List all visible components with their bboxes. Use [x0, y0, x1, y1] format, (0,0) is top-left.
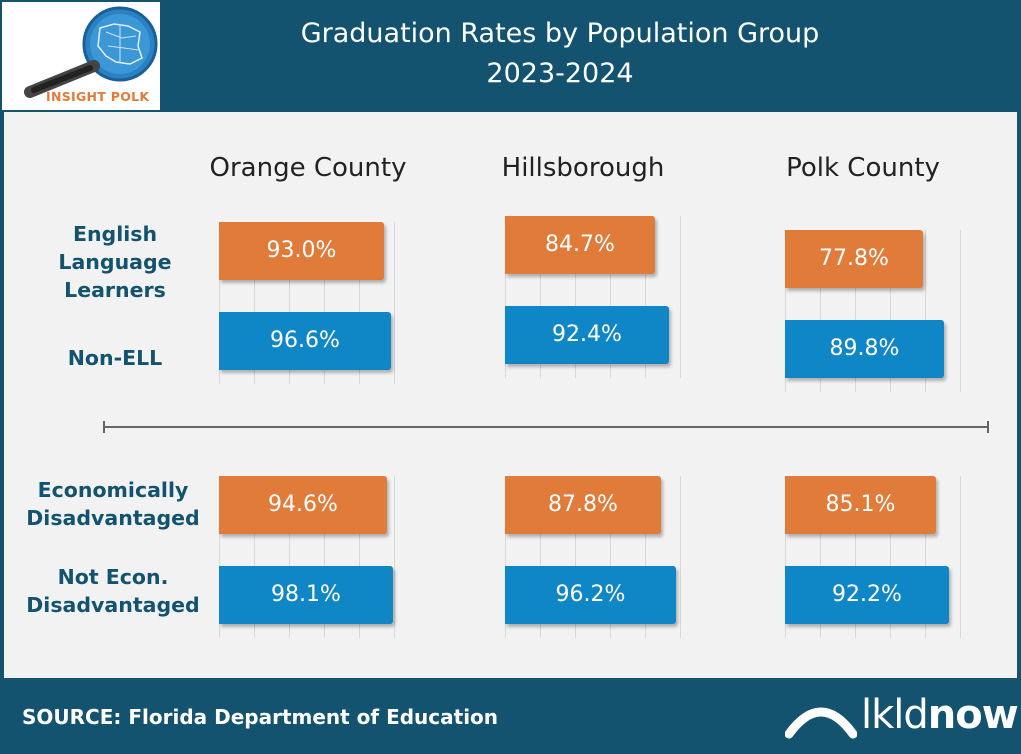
- lkldnow-logo: lkldnow: [784, 690, 1019, 742]
- gridline: [505, 476, 506, 638]
- gridline: [925, 476, 926, 638]
- gridline: [219, 476, 220, 638]
- gridline: [890, 476, 891, 638]
- logo-text: INSIGHT POLK: [46, 89, 150, 104]
- bar-panel: 94.6% 98.1%: [219, 476, 399, 638]
- gridline: [820, 476, 821, 638]
- divider-cap-right: [987, 421, 989, 433]
- gridline: [890, 230, 891, 392]
- chart-title: Graduation Rates by Population Group: [300, 18, 820, 49]
- county-label-hillsborough: Hillsborough: [501, 153, 665, 183]
- arch-icon: [784, 707, 858, 739]
- chart-subtitle: 2023-2024: [486, 58, 634, 89]
- county-label-polk: Polk County: [786, 153, 940, 183]
- bar: 87.8%: [505, 476, 661, 534]
- gridline: [575, 476, 576, 638]
- gridline: [785, 230, 786, 392]
- gridline: [324, 222, 325, 384]
- gridline: [785, 476, 786, 638]
- gridline: [219, 222, 220, 384]
- header-bar: INSIGHT POLK Graduation Rates by Populat…: [0, 0, 1021, 112]
- bar-panel: 87.8% 96.2%: [505, 476, 685, 638]
- bar: 96.2%: [505, 566, 676, 624]
- gridline: [540, 216, 541, 378]
- bar: 84.7%: [505, 216, 655, 274]
- bar: 92.4%: [505, 306, 669, 364]
- gridline: [680, 476, 681, 638]
- gridline: [359, 222, 360, 384]
- bar-value-label: 96.2%: [555, 582, 626, 607]
- bar-value-label: 96.6%: [270, 328, 340, 353]
- bar-value-label: 89.8%: [829, 336, 900, 361]
- county-label-orange: Orange County: [209, 153, 407, 183]
- bar: 92.2%: [785, 566, 949, 624]
- gridline: [960, 476, 961, 638]
- gridline: [680, 216, 681, 378]
- bar-value-label: 92.4%: [552, 322, 622, 347]
- bar-panel: 93.0% 96.6%: [219, 222, 399, 384]
- bar-value-label: 98.1%: [271, 582, 341, 607]
- gridline: [359, 476, 360, 638]
- bar-value-label: 84.7%: [545, 232, 615, 257]
- bar: 96.6%: [219, 312, 391, 370]
- insight-polk-logo: INSIGHT POLK: [2, 2, 160, 110]
- gridline: [540, 476, 541, 638]
- gridline: [610, 216, 611, 378]
- bar-value-label: 93.0%: [266, 238, 337, 263]
- gridline: [645, 216, 646, 378]
- gridline: [505, 216, 506, 378]
- gridline: [394, 222, 395, 384]
- bar-panel: 85.1% 92.2%: [785, 476, 965, 638]
- gridline: [289, 476, 290, 638]
- source-note: SOURCE: Florida Department of Education: [22, 705, 499, 729]
- footer-bar: SOURCE: Florida Department of Education …: [0, 678, 1021, 754]
- bar-value-label: 92.2%: [832, 582, 902, 607]
- gridline: [254, 476, 255, 638]
- bar-value-label: 94.6%: [268, 492, 338, 517]
- bar-panel: 84.7% 92.4%: [505, 216, 685, 378]
- row-label-econ: Economically Disadvantaged: [26, 478, 200, 530]
- gridline: [820, 230, 821, 392]
- gridline: [645, 476, 646, 638]
- section-divider: [103, 426, 989, 428]
- gridline: [289, 222, 290, 384]
- bar-value-label: 77.8%: [819, 246, 889, 271]
- gridline: [960, 230, 961, 392]
- gridline: [855, 476, 856, 638]
- bar: 94.6%: [219, 476, 387, 534]
- gridline: [610, 476, 611, 638]
- divider-cap-left: [103, 421, 105, 433]
- gridline: [254, 222, 255, 384]
- bar: 89.8%: [785, 320, 944, 378]
- row-label-non-ell: Non-ELL: [67, 346, 163, 370]
- row-label-not-econ: Not Econ. Disadvantaged: [26, 565, 200, 617]
- bar-value-label: 87.8%: [548, 492, 618, 517]
- gridline: [855, 230, 856, 392]
- bar: 85.1%: [785, 476, 936, 534]
- bar-value-label: 85.1%: [825, 492, 896, 517]
- gridline: [324, 476, 325, 638]
- magnifying-glass-map-icon: [24, 6, 158, 98]
- bar: 98.1%: [219, 566, 393, 624]
- gridline: [925, 230, 926, 392]
- bar: 77.8%: [785, 230, 923, 288]
- row-label-ell: English Language Learners: [58, 222, 172, 302]
- bar-panel: 77.8% 89.8%: [785, 230, 965, 392]
- gridline: [394, 476, 395, 638]
- brand-wordmark: lkldnow: [861, 692, 1019, 738]
- gridline: [575, 216, 576, 378]
- bar: 93.0%: [219, 222, 384, 280]
